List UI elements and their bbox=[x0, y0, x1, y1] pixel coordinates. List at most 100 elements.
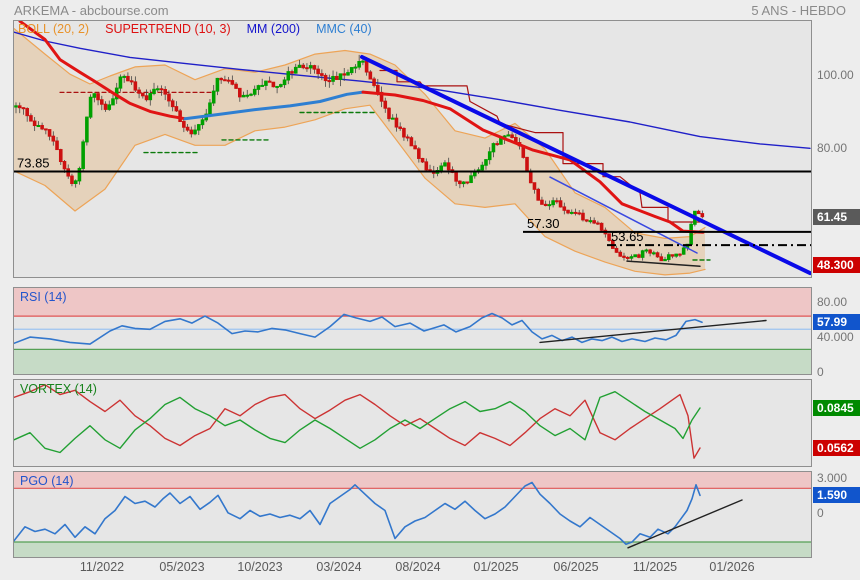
candle bbox=[349, 67, 354, 74]
vortex-chart-canvas[interactable] bbox=[14, 380, 811, 466]
vortex-panel[interactable]: VORTEX (14) bbox=[13, 379, 812, 467]
pgo-panel-label: PGO (14) bbox=[20, 474, 74, 488]
candle bbox=[200, 119, 205, 126]
candle bbox=[655, 252, 660, 258]
candle bbox=[327, 80, 332, 83]
candle bbox=[133, 81, 138, 91]
candle bbox=[569, 211, 574, 214]
candle bbox=[323, 74, 328, 82]
candle bbox=[409, 137, 414, 147]
pgo-chart-canvas[interactable] bbox=[14, 472, 811, 557]
pgo-panel[interactable]: PGO (14) bbox=[13, 471, 812, 558]
candle bbox=[122, 75, 126, 78]
axis-value-badge: 61.45 bbox=[813, 208, 860, 225]
candle bbox=[368, 71, 373, 80]
candle bbox=[439, 165, 444, 172]
candle bbox=[361, 60, 365, 63]
candle bbox=[316, 68, 320, 75]
time-axis-label: 06/2025 bbox=[553, 560, 599, 574]
axis-tick-label: 0 bbox=[817, 365, 824, 379]
candle bbox=[484, 159, 488, 166]
candle bbox=[219, 77, 223, 81]
candle bbox=[88, 96, 93, 118]
candle bbox=[588, 220, 593, 223]
candle bbox=[678, 253, 682, 256]
candle bbox=[55, 140, 59, 151]
time-axis-label: 11/2022 bbox=[79, 560, 125, 574]
candle bbox=[540, 199, 544, 205]
candle bbox=[472, 171, 477, 177]
candle bbox=[592, 220, 596, 224]
candle bbox=[581, 212, 585, 221]
candle bbox=[170, 100, 175, 108]
candle bbox=[293, 66, 298, 74]
time-axis: 11/2022 05/2023 10/2023 03/2024 08/2024 01/20… bbox=[0, 560, 860, 578]
candle bbox=[137, 89, 141, 94]
axis-tick-label: 40.000 bbox=[817, 330, 854, 344]
candle bbox=[174, 106, 179, 112]
candle bbox=[238, 87, 242, 98]
candle bbox=[167, 93, 171, 102]
candle bbox=[267, 80, 272, 83]
axis-value-badge: 1.590 bbox=[813, 487, 860, 504]
candle bbox=[99, 99, 104, 105]
candle bbox=[51, 135, 56, 142]
candle bbox=[390, 117, 395, 120]
candle bbox=[637, 254, 641, 258]
main-chart-canvas[interactable]: 73.85 57.30 53.65 bbox=[14, 21, 811, 277]
oversold-zone bbox=[14, 542, 811, 557]
axis-tick-label: 80.00 bbox=[817, 295, 848, 309]
candle bbox=[465, 181, 470, 184]
candle bbox=[342, 73, 347, 76]
candle bbox=[103, 103, 108, 110]
vortex-plus-line bbox=[14, 391, 701, 454]
candle bbox=[566, 209, 570, 214]
candle bbox=[659, 256, 664, 262]
candle bbox=[555, 200, 559, 203]
candle bbox=[47, 129, 52, 137]
candle bbox=[58, 149, 63, 163]
candle bbox=[196, 124, 201, 131]
candle bbox=[234, 83, 238, 89]
candle bbox=[689, 223, 693, 245]
time-axis-label: 10/2023 bbox=[237, 560, 283, 574]
candle bbox=[331, 75, 335, 82]
trendline-minor-support bbox=[626, 260, 701, 267]
time-axis-label: 01/2026 bbox=[709, 560, 755, 574]
rsi-panel[interactable]: RSI (14) bbox=[13, 287, 812, 375]
main-price-panel[interactable]: BOLL (20, 2) SUPERTREND (10, 3) MM (200) MM… bbox=[13, 20, 812, 278]
candle bbox=[510, 134, 514, 139]
candle bbox=[208, 102, 212, 115]
candle bbox=[215, 77, 220, 92]
oversold-zone bbox=[14, 349, 811, 374]
candle bbox=[241, 94, 246, 98]
time-axis-label: 08/2024 bbox=[395, 560, 441, 574]
candle bbox=[681, 247, 686, 255]
axis-value-badge: 48.300 bbox=[813, 256, 860, 273]
mmc40-up bbox=[183, 90, 365, 121]
candle bbox=[543, 203, 548, 207]
candle bbox=[461, 181, 466, 185]
candle bbox=[495, 143, 499, 146]
timeframe-label: 5 ANS - HEBDO bbox=[751, 3, 846, 18]
candle bbox=[499, 138, 503, 145]
candle bbox=[652, 252, 656, 255]
trendline-minor-resistance bbox=[549, 176, 698, 254]
time-axis-label: 01/2025 bbox=[473, 560, 519, 574]
candle bbox=[528, 170, 533, 184]
legend-item-supertrend: SUPERTREND (10, 3) bbox=[105, 22, 231, 36]
candle bbox=[40, 125, 44, 130]
candle bbox=[25, 108, 29, 117]
candle bbox=[629, 256, 634, 259]
rsi-chart-canvas[interactable] bbox=[14, 288, 811, 374]
overbought-zone bbox=[14, 472, 811, 489]
candle bbox=[346, 72, 350, 76]
candle bbox=[480, 164, 485, 171]
candle bbox=[551, 200, 555, 206]
candle bbox=[282, 79, 287, 86]
candle bbox=[618, 251, 623, 257]
price-level-label: 73.85 bbox=[17, 155, 50, 170]
candle bbox=[226, 79, 231, 82]
mm200-line bbox=[14, 31, 811, 150]
candle bbox=[394, 117, 399, 128]
